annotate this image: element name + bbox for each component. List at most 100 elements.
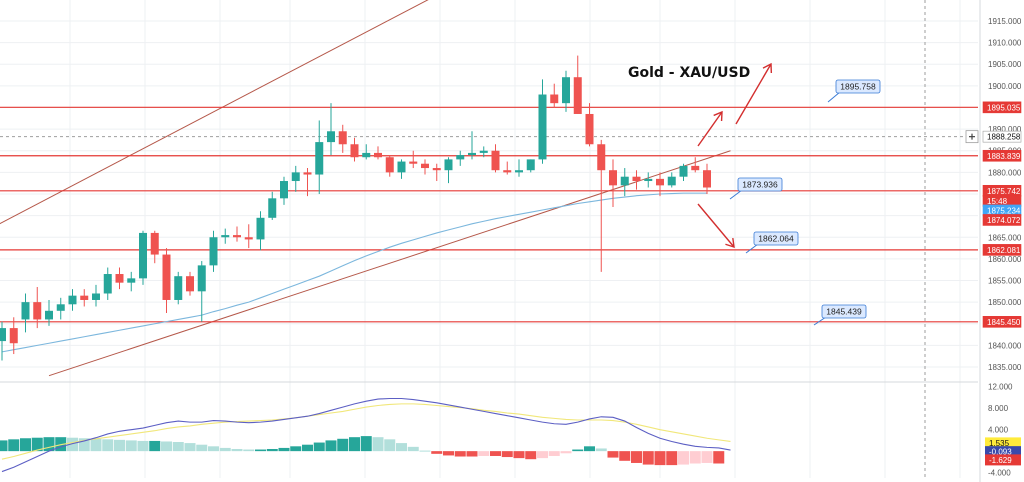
price-tick-label: 1910.000 bbox=[988, 39, 1022, 48]
arrow-head bbox=[725, 237, 735, 249]
price-tick-label: 1855.000 bbox=[988, 277, 1022, 286]
macd-histogram-bar bbox=[584, 446, 595, 452]
candle-body-up bbox=[444, 159, 453, 171]
macd-tag-box bbox=[985, 446, 1021, 458]
price-tick-label: 1880.000 bbox=[988, 168, 1022, 177]
macd-histogram-bar bbox=[349, 437, 360, 452]
macd-histogram-bar bbox=[196, 444, 208, 452]
candle-body-up bbox=[0, 328, 6, 342]
arrow-shaft bbox=[697, 203, 735, 248]
macd-histogram-bar bbox=[20, 438, 31, 452]
price-tick-label: 1915.000 bbox=[988, 17, 1022, 26]
add-alert-plus-icon[interactable] bbox=[965, 130, 979, 144]
macd-histogram-bar bbox=[0, 440, 8, 452]
macd-histogram-bar bbox=[396, 443, 407, 452]
macd-histogram-bar bbox=[513, 451, 525, 459]
macd-histogram-bar bbox=[43, 437, 55, 452]
grid bbox=[0, 0, 978, 478]
candle-body-down bbox=[421, 163, 429, 169]
macd-histogram-bar bbox=[560, 451, 572, 454]
candle-body-up bbox=[139, 232, 147, 279]
candle-body-up bbox=[327, 131, 335, 143]
callout-box bbox=[821, 304, 867, 319]
chart-title: Gold - XAU/USD bbox=[628, 65, 750, 81]
candle-body-up bbox=[644, 178, 653, 182]
price-tag-label: 1874.072 bbox=[987, 216, 1021, 225]
macd-histogram-bar bbox=[431, 451, 443, 454]
macd-histogram-bar bbox=[572, 449, 584, 452]
callout-label: 1845.439 bbox=[826, 307, 862, 317]
macd-histogram-bar bbox=[208, 446, 219, 452]
candle-body-up bbox=[56, 304, 65, 311]
candle-body-down bbox=[374, 152, 382, 158]
trend-arrows bbox=[697, 62, 773, 249]
price-tag-box bbox=[982, 149, 1022, 162]
price-tag-box bbox=[982, 244, 1022, 256]
candle-body-down bbox=[703, 170, 711, 188]
macd-histogram-bar bbox=[654, 451, 666, 466]
price-tag-label: 1862.081 bbox=[987, 246, 1021, 255]
candle-body-up bbox=[620, 176, 629, 186]
candle-body-up bbox=[362, 152, 371, 158]
macd-histogram-bar bbox=[713, 451, 725, 464]
macd-histogram-bar bbox=[642, 451, 654, 465]
macd-tick-label: -4.000 bbox=[988, 469, 1011, 478]
candle-body-down bbox=[656, 178, 664, 186]
macd-tag-label: -0.093 bbox=[989, 448, 1012, 457]
candle-body-up bbox=[479, 150, 488, 153]
candle-body-up bbox=[256, 217, 265, 240]
price-tag-label: 1875.234 bbox=[987, 206, 1021, 215]
price-tag-box bbox=[982, 214, 1022, 226]
macd-histogram-bar bbox=[266, 448, 278, 452]
macd-panel bbox=[0, 397, 731, 473]
macd-histogram-bar bbox=[678, 451, 689, 465]
candle-body-down bbox=[573, 77, 582, 114]
callout-leader bbox=[827, 91, 841, 103]
macd-tag-label: 1.535 bbox=[989, 439, 1010, 448]
macd-histogram-bar bbox=[419, 450, 431, 452]
candle-body-up bbox=[45, 310, 53, 320]
callout-box bbox=[737, 177, 783, 192]
macd-histogram-bar bbox=[172, 442, 184, 452]
price-callouts: 1895.758 1873.936 1862.064 1845.439 bbox=[729, 79, 881, 326]
candle-body-down bbox=[303, 172, 312, 175]
macd-histogram-bar bbox=[102, 439, 114, 452]
macd-histogram-bar bbox=[537, 451, 548, 459]
candle-body-down bbox=[9, 328, 18, 344]
candle-body-up bbox=[268, 198, 277, 218]
candle-body-down bbox=[186, 276, 194, 292]
price-tick-label: 1835.000 bbox=[988, 363, 1022, 372]
macd-histogram-bar bbox=[67, 437, 78, 452]
candle-body-up bbox=[515, 170, 523, 173]
macd-histogram-bar bbox=[243, 449, 255, 452]
callout-leader bbox=[745, 243, 759, 254]
price-tick-label: 1890.000 bbox=[988, 125, 1022, 134]
candle-body-up bbox=[667, 176, 676, 186]
arrow-head bbox=[713, 110, 723, 122]
macd-histogram-bar bbox=[8, 439, 20, 452]
macd-histogram-bar bbox=[443, 451, 454, 456]
candle-body-down bbox=[609, 170, 617, 186]
candle-body-down bbox=[632, 176, 641, 182]
arrow-shaft bbox=[735, 63, 772, 125]
candle-body-down bbox=[80, 295, 89, 300]
candle-body-down bbox=[432, 168, 441, 171]
macd-tick-label: 12.000 bbox=[988, 383, 1013, 392]
price-tag-box bbox=[982, 316, 1022, 328]
macd-histogram-bar bbox=[161, 441, 172, 452]
candle-body-up bbox=[397, 161, 406, 173]
price-tag-label: 1888.258 bbox=[987, 133, 1021, 142]
price-tick-label: 1865.000 bbox=[988, 233, 1022, 242]
candle-body-down bbox=[597, 144, 606, 171]
price-axis[interactable]: 1915.0001910.0001905.0001900.0001895.000… bbox=[965, 0, 1024, 482]
macd-histogram-bar bbox=[137, 440, 149, 452]
macd-histogram-bar bbox=[125, 440, 137, 452]
macd-histogram-bar bbox=[337, 438, 349, 452]
candle-body-down bbox=[585, 113, 594, 145]
macd-histogram-bar bbox=[313, 442, 325, 452]
candle-body-down bbox=[244, 237, 253, 240]
price-tag-label: 15:48 bbox=[987, 197, 1008, 206]
arrow-shaft bbox=[697, 111, 723, 147]
candle-body-up bbox=[456, 155, 465, 160]
